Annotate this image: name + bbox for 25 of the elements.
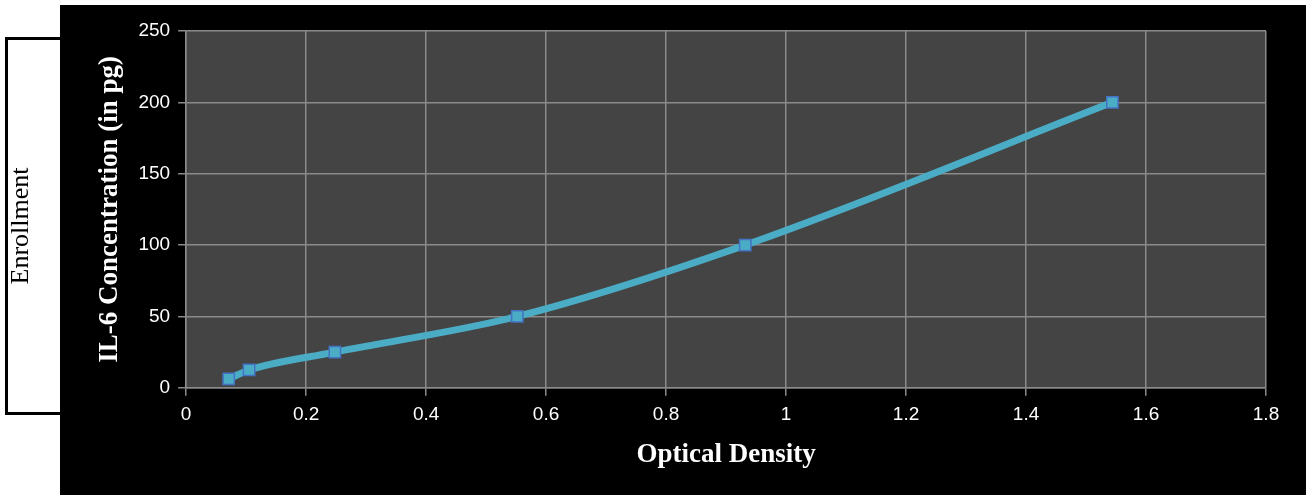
point — [510, 310, 524, 323]
x-tick-label: 1 — [780, 403, 792, 425]
x-tick-label: 0.2 — [292, 403, 320, 425]
x-tick-label: 1.4 — [1012, 403, 1040, 425]
x-tick-label: 0 — [180, 403, 192, 425]
point — [738, 238, 752, 252]
point — [328, 345, 342, 359]
x-tick-label: 1.8 — [1252, 403, 1280, 425]
y-tick-label: 250 — [138, 19, 171, 41]
y-tick-label: 150 — [138, 161, 171, 183]
y-tick-label: 50 — [148, 304, 171, 326]
y-tick-label: 200 — [138, 90, 171, 112]
x-tick-label: 0.6 — [532, 403, 560, 425]
text: Enrollment — [5, 167, 35, 285]
point — [222, 372, 236, 386]
x-tick-label: 1.6 — [1132, 403, 1160, 425]
point — [1106, 95, 1119, 109]
y-tick-label: 100 — [138, 233, 171, 255]
x-tick-label: 0.4 — [412, 403, 440, 425]
point — [242, 363, 256, 377]
x-tick-label: 0.8 — [652, 403, 680, 425]
y-tick-label: 0 — [159, 376, 171, 398]
x-axis-title: Optical Density — [636, 437, 817, 468]
x-tick-label: 1.2 — [892, 403, 920, 425]
y-axis-title: IL-6 Concentration (in pg) — [93, 56, 124, 363]
